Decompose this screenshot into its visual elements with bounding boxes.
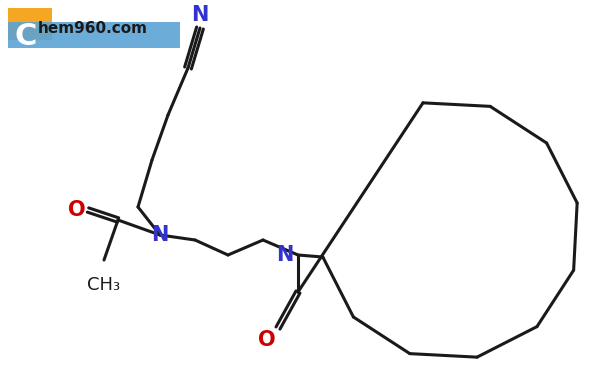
Text: O: O (68, 200, 86, 220)
Text: 960 化工网: 960 化工网 (77, 57, 119, 67)
Text: N: N (191, 5, 209, 25)
Bar (8, 22, 180, 48)
Text: CH₃: CH₃ (88, 276, 120, 294)
Text: O: O (258, 330, 276, 350)
Text: C: C (14, 22, 36, 51)
Text: N: N (151, 225, 169, 245)
Text: hem960.com: hem960.com (38, 21, 148, 36)
Bar (8, 8, 52, 40)
Text: N: N (276, 245, 294, 265)
